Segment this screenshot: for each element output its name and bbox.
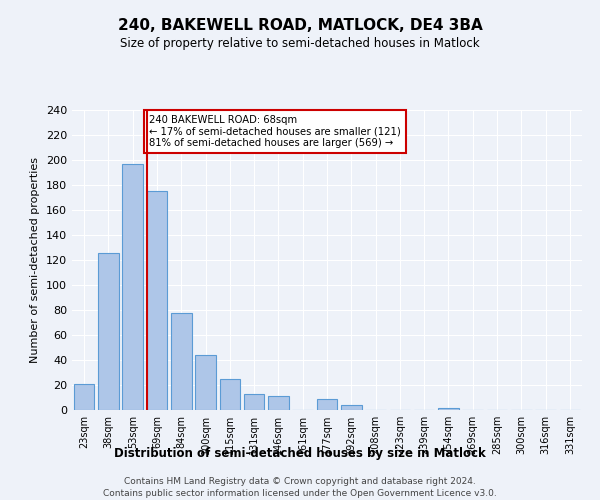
- Bar: [146, 191, 167, 410]
- Bar: [74, 384, 94, 410]
- Bar: [195, 355, 216, 410]
- Bar: [341, 405, 362, 410]
- Text: 240 BAKEWELL ROAD: 68sqm
← 17% of semi-detached houses are smaller (121)
81% of : 240 BAKEWELL ROAD: 68sqm ← 17% of semi-d…: [149, 115, 401, 148]
- Y-axis label: Number of semi-detached properties: Number of semi-detached properties: [31, 157, 40, 363]
- Text: Size of property relative to semi-detached houses in Matlock: Size of property relative to semi-detach…: [120, 38, 480, 51]
- Bar: [244, 394, 265, 410]
- Bar: [98, 252, 119, 410]
- Bar: [122, 164, 143, 410]
- Bar: [317, 399, 337, 410]
- Text: Distribution of semi-detached houses by size in Matlock: Distribution of semi-detached houses by …: [114, 448, 486, 460]
- Text: Contains HM Land Registry data © Crown copyright and database right 2024.: Contains HM Land Registry data © Crown c…: [124, 478, 476, 486]
- Bar: [220, 379, 240, 410]
- Text: 240, BAKEWELL ROAD, MATLOCK, DE4 3BA: 240, BAKEWELL ROAD, MATLOCK, DE4 3BA: [118, 18, 482, 32]
- Bar: [268, 396, 289, 410]
- Bar: [171, 312, 191, 410]
- Bar: [438, 408, 459, 410]
- Text: Contains public sector information licensed under the Open Government Licence v3: Contains public sector information licen…: [103, 489, 497, 498]
